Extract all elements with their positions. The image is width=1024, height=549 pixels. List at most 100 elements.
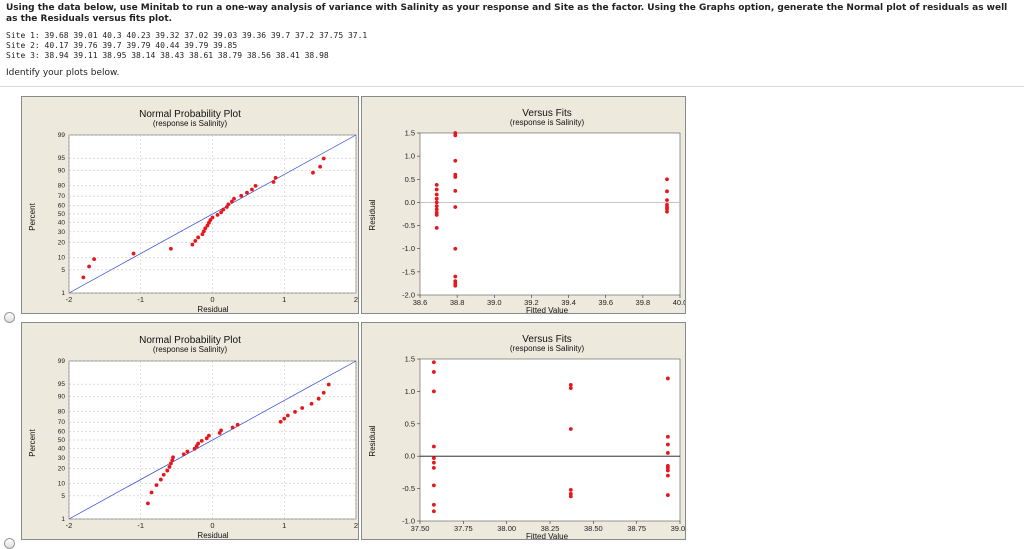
data-point — [170, 458, 175, 463]
y-tick-label: 80 — [58, 182, 66, 189]
y-tick-label: 0.0 — [405, 452, 415, 461]
data-point — [434, 213, 439, 217]
data-point — [293, 410, 297, 414]
x-tick-label: 37.75 — [454, 524, 473, 533]
data-point — [208, 218, 213, 222]
data-point — [167, 465, 172, 469]
y-tick-label: 1 — [61, 516, 65, 523]
x-tick-label: 1 — [282, 295, 286, 304]
option-a[interactable]: Normal Probability Plot (response is Sal… — [21, 96, 1019, 314]
data-point — [665, 177, 669, 182]
option-a-radio[interactable] — [4, 312, 15, 323]
data-point — [311, 170, 315, 175]
data-point — [453, 133, 458, 138]
data-point — [161, 472, 166, 477]
x-tick-label: 38.50 — [584, 524, 603, 533]
data-point — [285, 413, 290, 418]
data-point — [434, 187, 439, 192]
data-point — [453, 283, 458, 288]
data-point — [171, 455, 175, 460]
y-tick-label: 0.5 — [405, 419, 415, 428]
data-point — [321, 156, 326, 161]
y-tick-label: 40 — [58, 220, 66, 227]
data-point — [278, 419, 283, 424]
normal-plot-subtitle: (response is Salinity) — [153, 119, 228, 128]
y-tick-label: 20 — [58, 466, 66, 473]
data-point — [81, 275, 86, 280]
data-point — [204, 436, 209, 441]
normal-plot-ylabel: Percent — [28, 202, 37, 230]
x-tick-label: 39.00 — [671, 524, 686, 533]
normal-plot-subtitle: (response is Salinity) — [153, 345, 228, 354]
option-b-radio[interactable] — [4, 538, 15, 549]
normal-plot-xlabel: Residual — [197, 305, 228, 314]
data-point — [321, 390, 326, 395]
data-point — [431, 389, 436, 394]
fits-plot-xlabel: Fitted Value — [526, 532, 569, 540]
y-tick-label: 10 — [58, 255, 66, 262]
data-point — [192, 446, 197, 451]
x-tick-label: 2 — [354, 521, 358, 530]
x-tick-label: 38.6 — [413, 298, 428, 307]
data-point — [453, 158, 458, 163]
y-tick-label: 90 — [58, 393, 66, 400]
y-tick-label: 5 — [61, 267, 65, 274]
fits-plot-ylabel: Residual — [368, 199, 377, 230]
y-tick-label: 1.5 — [405, 129, 415, 138]
data-point — [190, 242, 195, 247]
x-tick-label: 38.8 — [450, 298, 465, 307]
y-tick-label: 0.5 — [405, 175, 415, 184]
x-tick-label: -2 — [66, 521, 73, 530]
y-tick-label: 70 — [58, 193, 66, 200]
data-point — [434, 182, 439, 187]
data-point — [568, 383, 573, 387]
x-tick-label: 39.6 — [598, 298, 613, 307]
data-point — [168, 461, 173, 466]
data-point — [665, 189, 669, 194]
data-point — [165, 468, 170, 473]
data-point — [199, 438, 204, 443]
data-point — [185, 449, 190, 454]
data-point — [149, 490, 154, 495]
y-tick-label: 50 — [58, 211, 66, 218]
data-point — [665, 434, 670, 439]
fit-line — [68, 360, 357, 520]
x-tick-label: 38.00 — [497, 524, 516, 533]
fits-plot-xlabel: Fitted Value — [526, 306, 569, 314]
fits-plot-subtitle: (response is Salinity) — [510, 118, 585, 127]
data-point — [181, 452, 186, 457]
x-tick-label: -2 — [66, 295, 73, 304]
normal-plot-title: Normal Probability Plot — [139, 335, 241, 346]
normal-plot-ylabel: Percent — [28, 428, 37, 456]
data-point — [431, 360, 436, 365]
data-point — [431, 444, 436, 449]
normal-plot-a-svg: Normal Probability Plot (response is Sal… — [28, 109, 358, 314]
data-point — [665, 198, 669, 203]
data-point — [453, 274, 458, 279]
question-text: Using the data below, use Minitab to run… — [6, 3, 1016, 61]
data-point — [431, 460, 436, 465]
y-tick-label: 1.5 — [405, 355, 415, 364]
y-tick-label: -0.5 — [402, 484, 415, 493]
data-point — [665, 442, 670, 447]
option-b[interactable]: Normal Probability Plot (response is Sal… — [21, 322, 1019, 540]
y-tick-label: -2.0 — [402, 291, 415, 300]
y-tick-label: 99 — [58, 132, 66, 139]
normal-plot-b-svg: Normal Probability Plot (response is Sal… — [28, 335, 358, 539]
y-tick-label: -1.5 — [402, 267, 415, 276]
data-point — [229, 199, 234, 204]
data-point — [154, 483, 159, 488]
y-tick-label: 60 — [58, 428, 66, 435]
y-tick-label: 99 — [58, 358, 66, 365]
x-tick-label: -1 — [137, 521, 144, 530]
data-point — [253, 184, 258, 188]
data-point — [309, 401, 314, 406]
data-point — [431, 509, 436, 514]
data-point — [431, 465, 436, 470]
x-tick-label: 38.75 — [627, 524, 646, 533]
x-tick-label: 38.25 — [541, 524, 560, 533]
y-tick-label: -0.5 — [402, 221, 415, 230]
site-2-data: Site 2: 40.17 39.76 39.7 39.79 40.44 39.… — [6, 41, 238, 50]
y-tick-label: 70 — [58, 419, 66, 426]
fit-line — [68, 134, 357, 294]
